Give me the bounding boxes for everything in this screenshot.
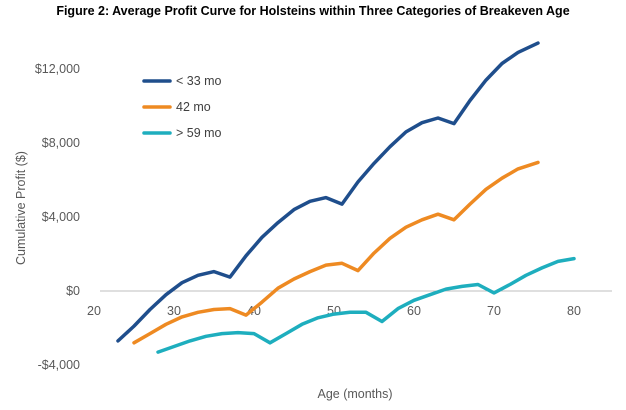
legend-label: 42 mo xyxy=(176,100,211,114)
legend-label: < 33 mo xyxy=(176,74,222,88)
x-tick-label: 20 xyxy=(87,304,101,318)
x-tick-label: 30 xyxy=(167,304,181,318)
axes-layer: 20 30 40 50 60 70 80-$4,000$0$4,000$8,000$12,0… xyxy=(35,62,612,372)
x-axis-label: Age (months) xyxy=(317,387,392,401)
legend-label: > 59 mo xyxy=(176,126,222,140)
y-tick-label: $12,000 xyxy=(35,62,80,76)
y-tick-label: -$4,000 xyxy=(38,358,80,372)
series-line-3 xyxy=(156,256,576,354)
x-tick-label: 70 xyxy=(487,304,501,318)
chart-title: Figure 2: Average Profit Curve for Holst… xyxy=(56,4,570,18)
y-tick-label: $8,000 xyxy=(42,136,80,150)
y-tick-label: $0 xyxy=(66,284,80,298)
y-axis-label: Cumulative Profit ($) xyxy=(14,151,28,265)
legend: < 33 mo 42 mo > 59 mo xyxy=(142,74,222,140)
x-tick-label: 60 xyxy=(407,304,421,318)
series-line-2 xyxy=(132,160,540,345)
series-line-1 xyxy=(116,41,540,343)
y-tick-label: $4,000 xyxy=(42,210,80,224)
series-layer xyxy=(116,41,576,354)
x-tick-label: 80 xyxy=(567,304,581,318)
